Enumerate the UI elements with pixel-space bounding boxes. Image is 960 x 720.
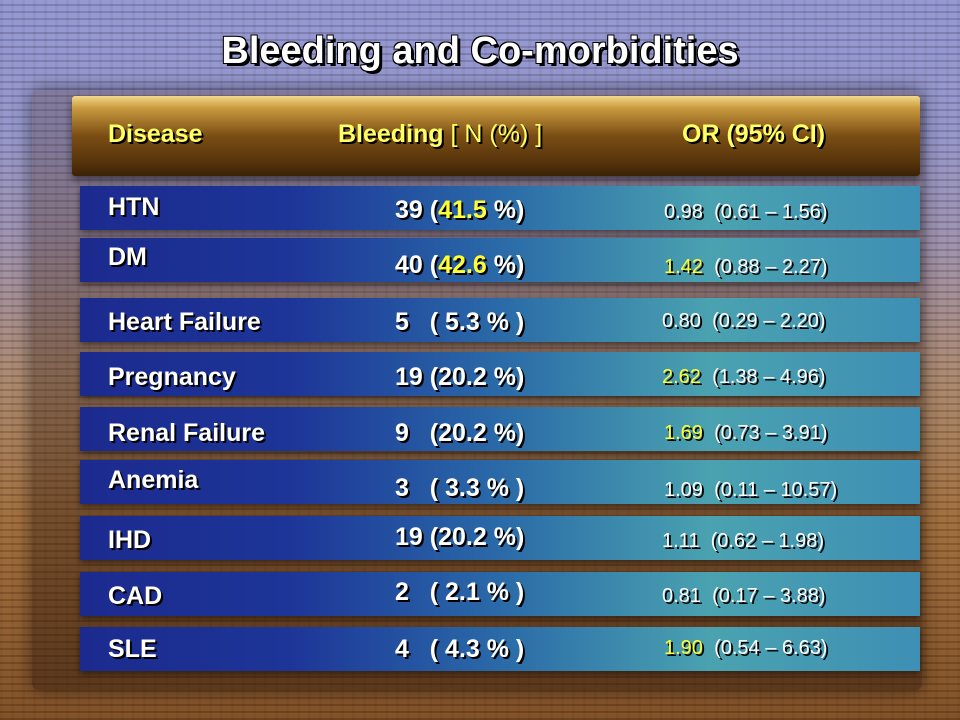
bleeding-pct-value: 5.3 (445, 308, 480, 336)
row-bar-renal-failure (80, 407, 920, 451)
bleeding-n: 39 (395, 196, 423, 224)
disease-cell: Pregnancy (108, 363, 236, 391)
bleeding-pct-close: %) (486, 196, 525, 224)
bleeding-pct-open: ( (429, 363, 439, 391)
or-cell: 0.81 (0.17 – 3.88) (662, 585, 825, 608)
disease-cell: Renal Failure (108, 419, 265, 447)
or-ci: (0.11 – 10.57) (714, 479, 838, 501)
bleeding-pct-highlight: 41.5 (438, 196, 487, 224)
row-bar-htn (80, 186, 920, 230)
bleeding-pct-open: ( (429, 308, 446, 336)
or-value: 1.09 (664, 479, 703, 501)
row-bar-sle (80, 627, 920, 671)
bleeding-cell: 40 (42.6 %) (395, 251, 524, 280)
or-cell: 1.42 (0.88 – 2.27) (664, 256, 827, 279)
bleeding-pct-close: % ) (479, 578, 525, 606)
bleeding-pct-open: ( (429, 578, 446, 606)
row-bar-anemia (80, 460, 920, 504)
or-ci: (0.54 – 6.63) (714, 637, 828, 659)
or-value: 1.11 (662, 530, 700, 552)
bleeding-pct-value: 20.2 (438, 523, 487, 551)
bleeding-cell: 4 ( 4.3 % ) (395, 635, 524, 664)
or-cell: 1.09 (0.11 – 10.57) (664, 479, 837, 502)
or-cell: 1.90 (0.54 – 6.63) (664, 637, 827, 660)
bleeding-cell: 2 ( 2.1 % ) (395, 578, 524, 607)
row-bar-pregnancy (80, 352, 920, 396)
or-ci: (0.29 – 2.20) (712, 310, 826, 332)
bleeding-n: 9 (395, 419, 409, 447)
bleeding-n: 3 (395, 474, 409, 502)
bleeding-pct-open: ( (429, 523, 439, 551)
bleeding-cell: 19 (20.2 %) (395, 363, 524, 392)
or-ci: (0.88 – 2.27) (714, 256, 828, 278)
or-cell: 1.11 (0.62 – 1.98) (662, 530, 824, 553)
header-bleeding: Bleeding [ N (%) ] (338, 120, 542, 149)
disease-cell: Anemia (108, 466, 199, 494)
bleeding-n: 5 (395, 308, 409, 336)
or-ci: (0.61 – 1.56) (714, 201, 828, 223)
disease-cell: DM (108, 243, 147, 271)
bleeding-pct-open: ( (429, 251, 439, 279)
header-or: OR (95% CI) (682, 120, 826, 148)
bleeding-pct-value: 3.3 (445, 474, 480, 502)
bleeding-pct-close: %) (486, 419, 525, 447)
or-value: 0.81 (662, 585, 701, 607)
bleeding-pct-close: %) (486, 523, 525, 551)
or-ci: (0.73 – 3.91) (714, 422, 828, 444)
header-disease: Disease (108, 120, 203, 148)
bleeding-n: 19 (395, 363, 423, 391)
disease-cell: SLE (108, 635, 157, 663)
bleeding-pct-value: 2.1 (445, 578, 480, 606)
or-cell: 1.69 (0.73 – 3.91) (664, 422, 827, 445)
bleeding-pct-open: ( (429, 635, 446, 663)
disease-cell: HTN (108, 193, 160, 221)
row-bar-dm (80, 238, 920, 282)
or-ci: (0.17 – 3.88) (712, 585, 826, 607)
or-value: 1.42 (664, 256, 703, 278)
row-bar-heart-failure (80, 298, 920, 342)
bleeding-n: 40 (395, 251, 423, 279)
header-bleeding-unit: [ N (%) ] (450, 120, 543, 148)
bleeding-cell: 39 (41.5 %) (395, 196, 524, 225)
bleeding-pct-close: % ) (479, 308, 525, 336)
row-bar-ihd (80, 516, 920, 560)
table-header: Disease Bleeding [ N (%) ] OR (95% CI) (72, 96, 920, 176)
bleeding-pct-open: ( (429, 419, 439, 447)
or-value: 1.69 (664, 422, 703, 444)
row-bar-cad (80, 572, 920, 616)
bleeding-n: 4 (395, 635, 409, 663)
or-value: 1.90 (664, 637, 703, 659)
bleeding-n: 2 (395, 578, 409, 606)
disease-cell: CAD (108, 582, 163, 610)
bleeding-pct-close: %) (486, 363, 525, 391)
bleeding-n: 19 (395, 523, 423, 551)
bleeding-cell: 9 (20.2 %) (395, 419, 524, 448)
bleeding-pct-open: ( (429, 474, 446, 502)
header-bleeding-label: Bleeding (338, 120, 444, 148)
bleeding-cell: 3 ( 3.3 % ) (395, 474, 524, 503)
or-ci: (1.38 – 4.96) (712, 366, 826, 388)
disease-cell: Heart Failure (108, 308, 261, 336)
or-cell: 0.98 (0.61 – 1.56) (664, 201, 827, 224)
or-value: 0.80 (662, 310, 701, 332)
or-value: 2.62 (662, 366, 701, 388)
or-value: 0.98 (664, 201, 703, 223)
disease-cell: IHD (108, 526, 152, 554)
slide-title: Bleeding and Co-morbidities (221, 30, 739, 72)
or-ci: (0.62 – 1.98) (710, 530, 824, 552)
bleeding-pct-value: 20.2 (438, 363, 487, 391)
bleeding-pct-open: ( (429, 196, 439, 224)
bleeding-pct-value: 4.3 (445, 635, 480, 663)
bleeding-pct-close: %) (486, 251, 525, 279)
bleeding-pct-close: % ) (479, 474, 525, 502)
bleeding-pct-close: % ) (479, 635, 525, 663)
bleeding-cell: 19 (20.2 %) (395, 523, 524, 552)
bleeding-pct-value: 20.2 (438, 419, 487, 447)
bleeding-cell: 5 ( 5.3 % ) (395, 308, 524, 337)
or-cell: 2.62 (1.38 – 4.96) (662, 366, 825, 389)
bleeding-pct-highlight: 42.6 (438, 251, 487, 279)
or-cell: 0.80 (0.29 – 2.20) (662, 310, 825, 333)
